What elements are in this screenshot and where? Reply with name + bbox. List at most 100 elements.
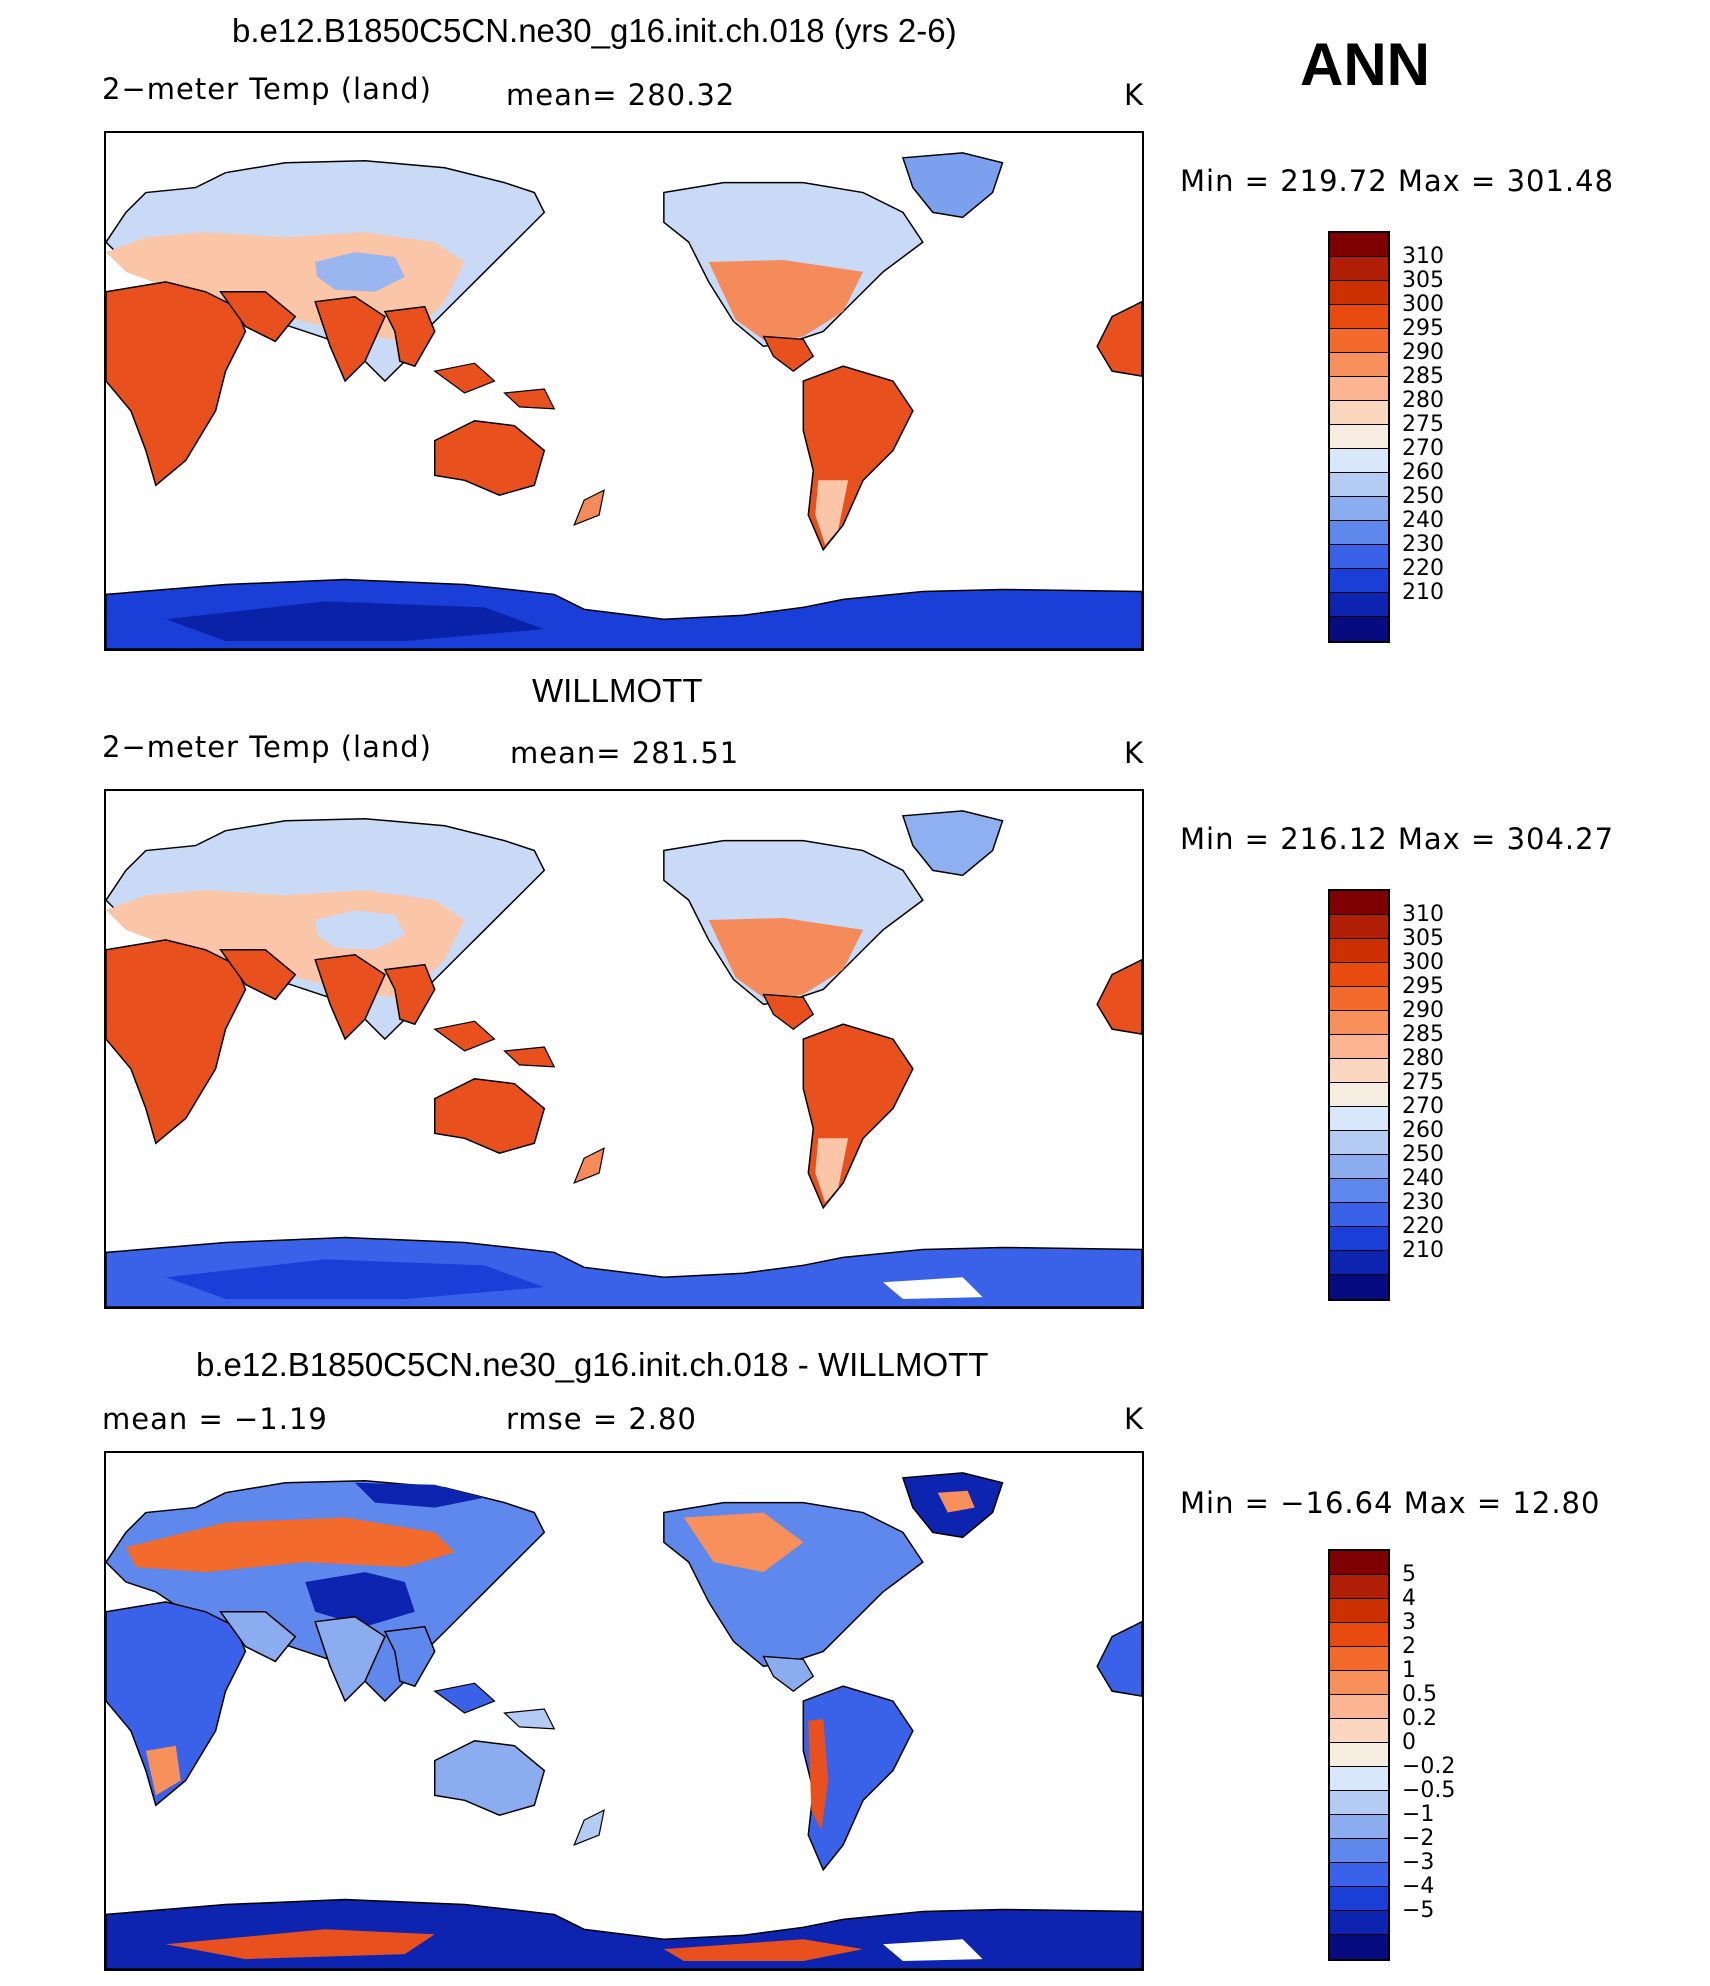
colorbar-tick-label: −1 <box>1402 1802 1435 1827</box>
panel-2-units: K <box>1124 736 1145 770</box>
se-asia-land <box>383 305 436 368</box>
india-land <box>314 295 386 383</box>
colorbar-cell <box>1330 281 1388 305</box>
west-africa-edge <box>1096 1620 1142 1697</box>
panel-1-map-canvas <box>106 152 1142 649</box>
colorbar-cell <box>1330 1719 1388 1743</box>
india-land <box>314 953 386 1041</box>
panel-1-map <box>104 131 1144 651</box>
colorbar-tick-label: 240 <box>1402 508 1444 533</box>
panel-2-colorbar <box>1328 889 1390 1301</box>
colorbar-tick-label: 270 <box>1402 436 1444 461</box>
colorbar-cell <box>1330 593 1388 617</box>
panel-1-units: K <box>1124 78 1145 112</box>
greenland-land <box>901 152 1004 219</box>
new-zealand-land <box>573 489 605 527</box>
colorbar-tick-label: 230 <box>1402 1190 1444 1215</box>
colorbar-tick-label: 1 <box>1402 1658 1416 1683</box>
colorbar-tick-label: 305 <box>1402 268 1444 293</box>
colorbar-cell <box>1330 521 1388 545</box>
panel-2-minmax: Min = 216.12 Max = 304.27 <box>1180 822 1615 856</box>
colorbar-cell <box>1330 1551 1388 1575</box>
colorbar-cell <box>1330 377 1388 401</box>
colorbar-cell <box>1330 545 1388 569</box>
colorbar-cell <box>1330 987 1388 1011</box>
colorbar-tick-label: 4 <box>1402 1586 1416 1611</box>
colorbar-tick-label: 310 <box>1402 902 1444 927</box>
colorbar-tick-label: 275 <box>1402 412 1444 437</box>
colorbar-cell <box>1330 1107 1388 1131</box>
west-africa-edge <box>1096 958 1142 1035</box>
antarctica-white-patch <box>883 1939 983 1962</box>
indonesia-land <box>433 1020 496 1052</box>
colorbar-tick-label: 290 <box>1402 998 1444 1023</box>
colorbar-cell <box>1330 497 1388 521</box>
arabia-land <box>219 1611 297 1663</box>
colorbar-cell <box>1330 1227 1388 1251</box>
tibet-cold-anomaly <box>305 1572 415 1627</box>
colorbar-cell <box>1330 1575 1388 1599</box>
colorbar-tick-label: −0.5 <box>1402 1778 1456 1803</box>
colorbar-cell <box>1330 473 1388 497</box>
indonesia-land <box>433 1682 496 1714</box>
colorbar-tick-label: 3 <box>1402 1610 1416 1635</box>
colorbar-cell <box>1330 1743 1388 1767</box>
colorbar-tick-label: 250 <box>1402 484 1444 509</box>
se-asia-land <box>383 963 436 1026</box>
antarctica-warm-anomaly-east <box>663 1939 864 1962</box>
colorbar-tick-label: 260 <box>1402 1118 1444 1143</box>
colorbar-tick-label: −2 <box>1402 1826 1435 1851</box>
colorbar-tick-label: −5 <box>1402 1898 1435 1923</box>
panel-3-map-canvas <box>106 1472 1142 1969</box>
colorbar-cell <box>1330 891 1388 915</box>
panel-1-variable-label: 2−meter Temp (land) <box>102 72 432 106</box>
colorbar-cell <box>1330 1011 1388 1035</box>
new-guinea-land <box>503 1708 556 1730</box>
new-zealand-land <box>573 1809 605 1847</box>
colorbar-tick-label: 280 <box>1402 1046 1444 1071</box>
panel-3-units: K <box>1124 1402 1145 1436</box>
colorbar-cell <box>1330 1155 1388 1179</box>
colorbar-tick-label: 310 <box>1402 244 1444 269</box>
patagonia-cool <box>815 480 849 545</box>
colorbar-tick-label: 300 <box>1402 950 1444 975</box>
colorbar-tick-label: −0.2 <box>1402 1754 1456 1779</box>
colorbar-tick-label: 2 <box>1402 1634 1416 1659</box>
panel-2-variable-label: 2−meter Temp (land) <box>102 730 432 764</box>
north-america-warm-anomaly <box>683 1512 804 1573</box>
colorbar-cell <box>1330 1275 1388 1299</box>
colorbar-cell <box>1330 1863 1388 1887</box>
colorbar-cell <box>1330 1695 1388 1719</box>
colorbar-tick-label: 295 <box>1402 974 1444 999</box>
colorbar-cell <box>1330 257 1388 281</box>
panel-1-mean-label: mean= 280.32 <box>506 78 736 112</box>
colorbar-tick-label: −4 <box>1402 1874 1435 1899</box>
antarctica-warm-anomaly-west <box>165 1929 435 1960</box>
arabia-land <box>219 949 297 1001</box>
colorbar-tick-label: 305 <box>1402 926 1444 951</box>
central-america-land <box>762 993 815 1030</box>
africa-land <box>106 939 247 1145</box>
panel-3-minmax: Min = −16.64 Max = 12.80 <box>1180 1486 1601 1520</box>
colorbar-cell <box>1330 1791 1388 1815</box>
africa-warm-spot <box>145 1745 181 1796</box>
colorbar-cell <box>1330 1203 1388 1227</box>
new-guinea-land <box>503 1046 556 1068</box>
antarctica-interior <box>165 1259 545 1300</box>
central-america-land <box>762 335 815 372</box>
panel-1-title: b.e12.B1850C5CN.ne30_g16.init.ch.018 (yr… <box>232 12 957 49</box>
colorbar-cell <box>1330 1911 1388 1935</box>
panel-3-rmse-label: rmse = 2.80 <box>506 1402 697 1436</box>
panel-1-minmax: Min = 219.72 Max = 301.48 <box>1180 164 1615 198</box>
colorbar-cell <box>1330 305 1388 329</box>
central-america-land <box>762 1655 815 1692</box>
colorbar-cell <box>1330 915 1388 939</box>
colorbar-cell <box>1330 353 1388 377</box>
colorbar-cell <box>1330 617 1388 641</box>
north-america-warm <box>708 918 864 1002</box>
colorbar-tick-label: 290 <box>1402 340 1444 365</box>
colorbar-tick-label: 220 <box>1402 1214 1444 1239</box>
colorbar-cell <box>1330 939 1388 963</box>
colorbar-tick-label: 270 <box>1402 1094 1444 1119</box>
panel-1-colorbar <box>1328 231 1390 643</box>
